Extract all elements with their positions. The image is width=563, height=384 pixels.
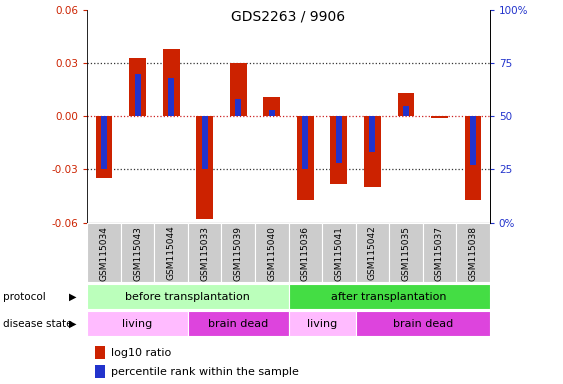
Bar — [135, 73, 141, 116]
FancyBboxPatch shape — [289, 284, 490, 309]
Text: protocol: protocol — [3, 291, 46, 302]
Text: GSM115044: GSM115044 — [167, 226, 176, 280]
FancyBboxPatch shape — [456, 223, 490, 282]
FancyBboxPatch shape — [87, 284, 289, 309]
FancyBboxPatch shape — [87, 311, 188, 336]
Text: brain dead: brain dead — [208, 318, 269, 329]
FancyBboxPatch shape — [221, 223, 255, 282]
Bar — [95, 365, 105, 378]
Text: GSM115034: GSM115034 — [100, 226, 109, 281]
Text: GSM115033: GSM115033 — [200, 226, 209, 281]
Bar — [235, 99, 241, 116]
Text: GSM115035: GSM115035 — [401, 226, 410, 281]
Bar — [302, 116, 309, 169]
Text: after transplantation: after transplantation — [332, 291, 447, 302]
Bar — [397, 93, 414, 116]
FancyBboxPatch shape — [154, 223, 188, 282]
Text: ▶: ▶ — [69, 318, 77, 329]
Bar — [330, 116, 347, 184]
Text: disease state: disease state — [3, 318, 72, 329]
Bar — [168, 78, 174, 116]
FancyBboxPatch shape — [389, 223, 423, 282]
FancyBboxPatch shape — [188, 311, 289, 336]
Bar — [196, 116, 213, 219]
Bar — [95, 346, 105, 359]
Bar — [101, 116, 107, 169]
FancyBboxPatch shape — [423, 223, 456, 282]
Bar — [369, 116, 376, 152]
Bar — [431, 116, 448, 118]
Text: living: living — [123, 318, 153, 329]
FancyBboxPatch shape — [87, 223, 121, 282]
Bar — [202, 116, 208, 169]
FancyBboxPatch shape — [255, 223, 289, 282]
Bar — [269, 110, 275, 116]
FancyBboxPatch shape — [356, 311, 490, 336]
Text: ▶: ▶ — [69, 291, 77, 302]
Text: GSM115040: GSM115040 — [267, 226, 276, 281]
Bar — [163, 49, 180, 116]
Bar — [364, 116, 381, 187]
Text: GSM115041: GSM115041 — [334, 226, 343, 281]
Bar — [464, 116, 481, 200]
Text: GSM115042: GSM115042 — [368, 226, 377, 280]
FancyBboxPatch shape — [356, 223, 389, 282]
Text: log10 ratio: log10 ratio — [111, 348, 172, 358]
Bar — [230, 63, 247, 116]
Text: GDS2263 / 9906: GDS2263 / 9906 — [231, 10, 346, 23]
Text: GSM115038: GSM115038 — [468, 226, 477, 281]
Bar — [336, 116, 342, 163]
Text: percentile rank within the sample: percentile rank within the sample — [111, 367, 300, 377]
FancyBboxPatch shape — [322, 223, 356, 282]
Text: GSM115036: GSM115036 — [301, 226, 310, 281]
Text: before transplantation: before transplantation — [126, 291, 251, 302]
Bar — [96, 116, 113, 178]
FancyBboxPatch shape — [188, 223, 221, 282]
Bar — [403, 106, 409, 116]
Text: GSM115037: GSM115037 — [435, 226, 444, 281]
Text: GSM115039: GSM115039 — [234, 226, 243, 281]
FancyBboxPatch shape — [121, 223, 154, 282]
Bar — [470, 116, 476, 165]
Text: living: living — [307, 318, 337, 329]
Bar — [129, 58, 146, 116]
Bar — [263, 97, 280, 116]
FancyBboxPatch shape — [289, 311, 356, 336]
FancyBboxPatch shape — [289, 223, 322, 282]
Text: brain dead: brain dead — [392, 318, 453, 329]
Bar — [297, 116, 314, 200]
Text: GSM115043: GSM115043 — [133, 226, 142, 281]
